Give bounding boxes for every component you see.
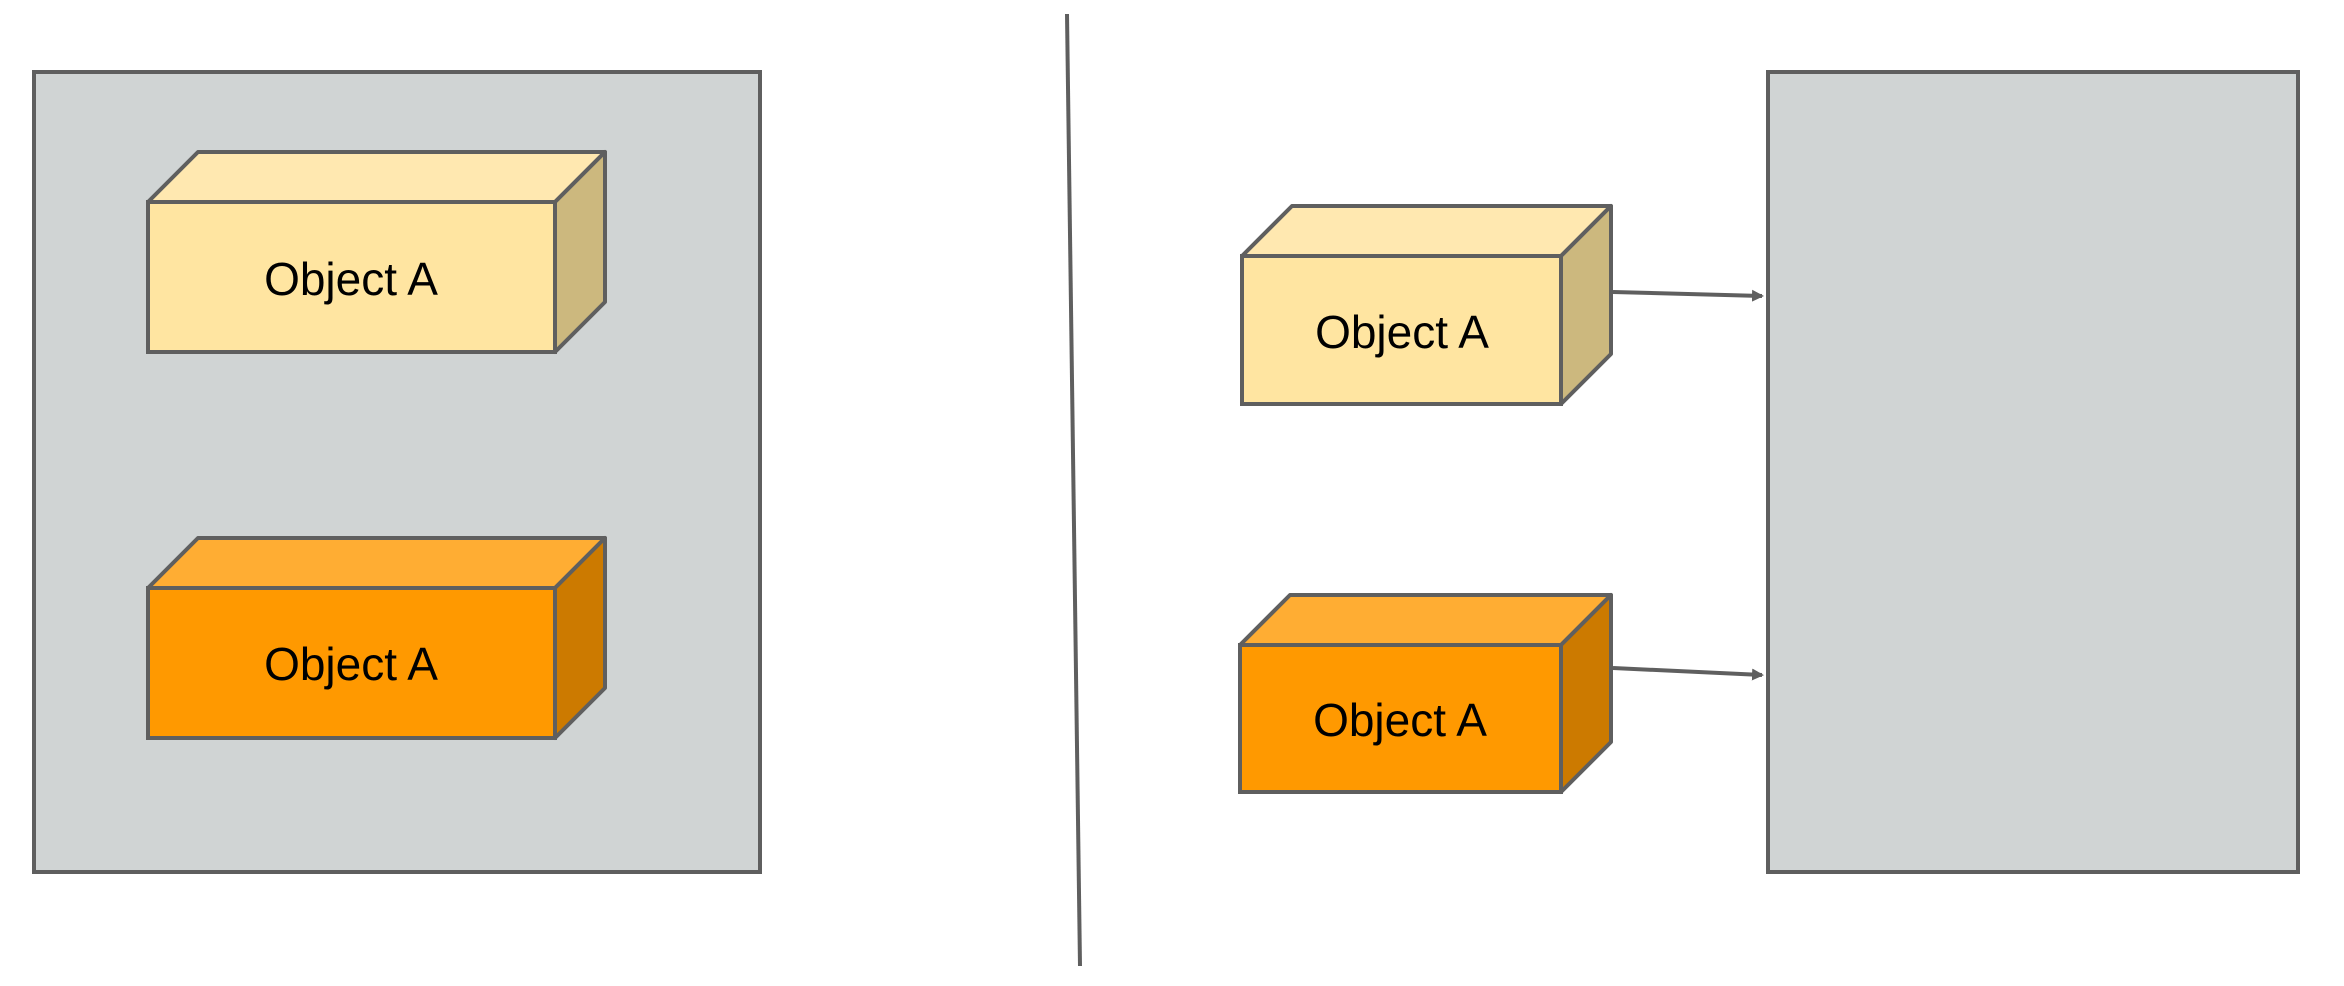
box-front-face [146,586,557,740]
arrow-dark-to-container [1612,666,1764,681]
box-front-face [1240,254,1563,406]
box-top-face [146,150,607,204]
box-label: Object A [1315,306,1489,358]
box-top-face [1238,593,1613,647]
right-box-light: Object A [1240,204,1613,406]
box-top-face [146,536,607,590]
left-box-dark: Object A [146,536,607,740]
box-label: Object A [1313,694,1487,746]
right-box-dark: Object A [1238,593,1613,794]
right-container [1766,70,2300,874]
box-top-face [1240,204,1613,258]
box-label: Object A [264,638,438,690]
box-front-face [1238,643,1563,794]
box-label: Object A [264,253,438,305]
left-box-light: Object A [146,150,607,354]
divider-line [1065,13,1082,967]
arrow-light-to-container [1612,289,1764,302]
box-front-face [146,200,557,354]
